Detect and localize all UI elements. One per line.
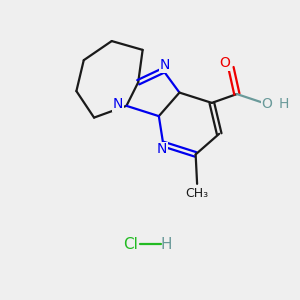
Text: N: N bbox=[157, 142, 167, 156]
Text: H: H bbox=[160, 237, 172, 252]
Text: O: O bbox=[262, 98, 272, 111]
Text: N: N bbox=[113, 98, 123, 111]
Text: N: N bbox=[160, 58, 170, 72]
Text: CH₃: CH₃ bbox=[185, 187, 209, 200]
Text: Cl: Cl bbox=[123, 237, 138, 252]
Text: O: O bbox=[219, 56, 230, 70]
Text: H: H bbox=[279, 98, 289, 111]
